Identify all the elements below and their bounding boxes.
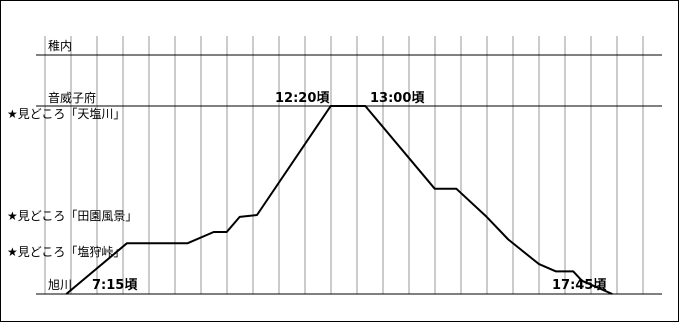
grid-lines [44,36,644,294]
poi-label-teshio-river: ★見どころ「天塩川」 [7,106,125,121]
station-label-asahikawa: 旭川 [48,278,72,292]
poi-label-shiokari-pass: ★見どころ「塩狩峠」 [7,244,125,259]
arrival-asahikawa-time-label: 17:45頃 [552,278,607,293]
train-route-line [65,105,613,295]
poi-label-rural-scenery: ★見どころ「田園風景」 [7,209,137,223]
departure-otoineppu-time-label: 13:00頃 [370,91,425,106]
station-label-otoineppu: 音威子府 [48,90,96,105]
station-label-wakkanai: 稚内 [48,39,72,53]
arrival-otoineppu-time-label: 12:20頃 [275,91,330,106]
departure-time-label: 7:15頃 [92,278,138,293]
station-lines [36,54,662,295]
